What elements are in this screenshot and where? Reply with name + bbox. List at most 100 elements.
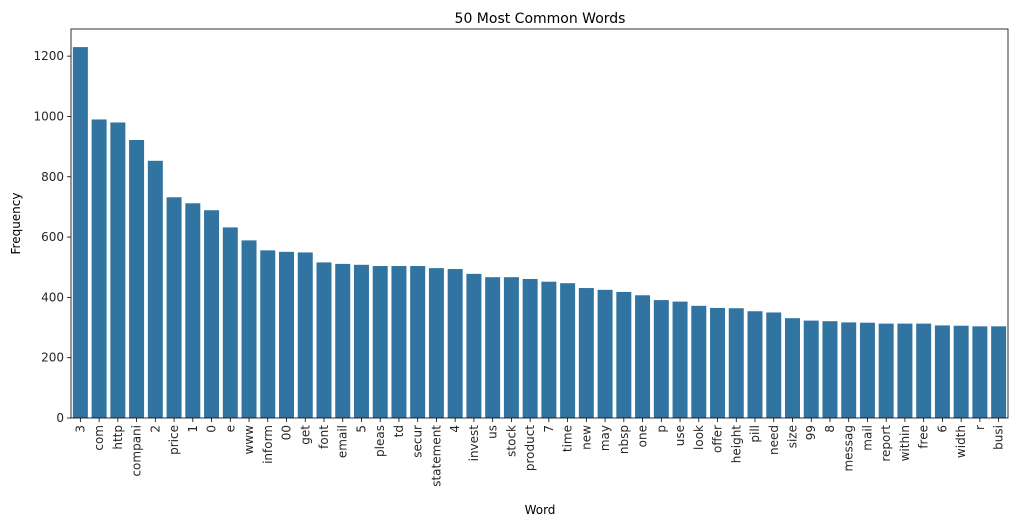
x-tick-label: look [692,425,706,450]
bar-invest [466,273,482,418]
bar-within [897,323,913,418]
bar-inform [260,250,276,418]
bar-7 [541,281,557,418]
bar-p [653,300,669,418]
x-tick-label: p [654,425,668,433]
x-tick-label: product [523,425,537,471]
bar-height [728,308,744,418]
bar-6 [934,325,950,418]
x-tick-label: one [636,425,650,447]
x-tick-label: www [242,425,256,455]
y-axis-label: Frequency [9,193,23,255]
x-tick-label: messag [842,425,856,472]
bar-http [110,122,126,418]
bar-time [560,283,576,418]
x-tick-label: td [392,425,406,437]
bar-r [972,326,988,418]
x-tick-label: use [673,425,687,446]
bar-messag [841,322,857,418]
bar-nbsp [616,291,632,418]
bar-offer [710,307,726,418]
bar-99 [803,320,819,418]
bar-free [916,323,932,418]
y-tick-label: 0 [56,411,64,425]
bar-may [597,289,613,418]
x-tick-label: stock [504,425,518,457]
x-tick-label: 5 [354,425,368,433]
bar-busi [991,326,1007,418]
bar-3 [72,47,88,419]
x-tick-label: within [898,425,912,461]
x-tick-label: mail [860,425,874,451]
bar-secur [410,266,426,418]
x-tick-label: price [167,425,181,455]
x-tick-label: e [223,425,237,432]
bar-compani [129,139,145,419]
plot-frame [70,28,1009,419]
x-tick-label: r [973,425,987,430]
y-tick-label: 800 [41,170,64,184]
x-tick-label: nbsp [617,425,631,454]
x-tick-label: http [111,425,125,450]
y-tick-label: 200 [41,351,64,365]
bar-www [241,240,257,418]
x-tick-label: free [917,425,931,449]
x-tick-label: get [298,425,312,445]
bar-us [485,277,501,418]
x-tick-label: font [317,425,331,449]
x-tick-label: com [92,425,106,451]
bar-com [91,119,107,418]
bar-price [166,197,182,418]
y-axis: 0 200 400 600 800 1000 1200 [33,49,71,425]
bar-5 [353,264,369,418]
x-tick-label: busi [992,425,1006,450]
x-tick-label: 4 [448,425,462,433]
x-tick-label: 99 [804,425,818,440]
bar-one [635,295,651,418]
bar-pleas [372,266,388,418]
bar-mail [859,322,875,418]
x-axis: 3 com http compani 2 price 1 0 e www inform 00 get fo… [73,418,1006,487]
x-tick-label: width [954,425,968,458]
x-tick-label: 3 [73,425,87,433]
x-tick-label: email [336,425,350,458]
bar-stock [503,277,519,418]
bar-td [391,266,407,418]
bar-2 [147,160,163,418]
x-tick-label: invest [467,425,481,462]
x-tick-label: 2 [148,425,162,433]
x-tick-label: inform [261,425,275,464]
x-tick-label: 6 [935,425,949,433]
x-tick-label: 00 [280,425,294,440]
bar-statement [428,268,444,418]
x-tick-label: us [486,425,500,439]
x-tick-label: report [879,425,893,462]
bar-get [297,252,313,418]
bar-need [766,312,782,418]
bar-8 [822,321,838,418]
bar-report [878,323,894,418]
y-tick-label: 600 [41,230,64,244]
x-tick-label: secur [411,425,425,458]
x-tick-label: 1 [186,425,200,433]
chart-title: 50 Most Common Words [455,11,626,27]
bar-use [672,301,688,418]
x-tick-label: pleas [373,425,387,457]
x-tick-label: new [579,425,593,450]
x-tick-label: size [785,425,799,448]
x-tick-label: pill [748,425,762,443]
bar-pill [747,311,763,418]
x-tick-label: compani [130,425,144,477]
bar-email [335,263,351,418]
bar-e [222,227,238,418]
bar-0 [204,210,220,418]
y-tick-label: 1000 [33,109,64,123]
bar-size [784,318,800,418]
x-tick-label: may [598,425,612,451]
x-tick-label: statement [429,425,443,487]
bar-00 [279,251,295,418]
y-tick-label: 400 [41,290,64,304]
bar-width [953,325,969,418]
x-tick-label: 0 [205,425,219,433]
